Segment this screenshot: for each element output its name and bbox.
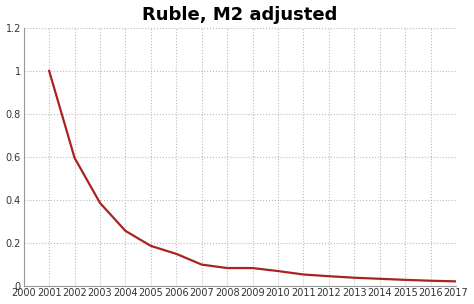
Title: Ruble, M2 adjusted: Ruble, M2 adjusted: [142, 5, 337, 23]
